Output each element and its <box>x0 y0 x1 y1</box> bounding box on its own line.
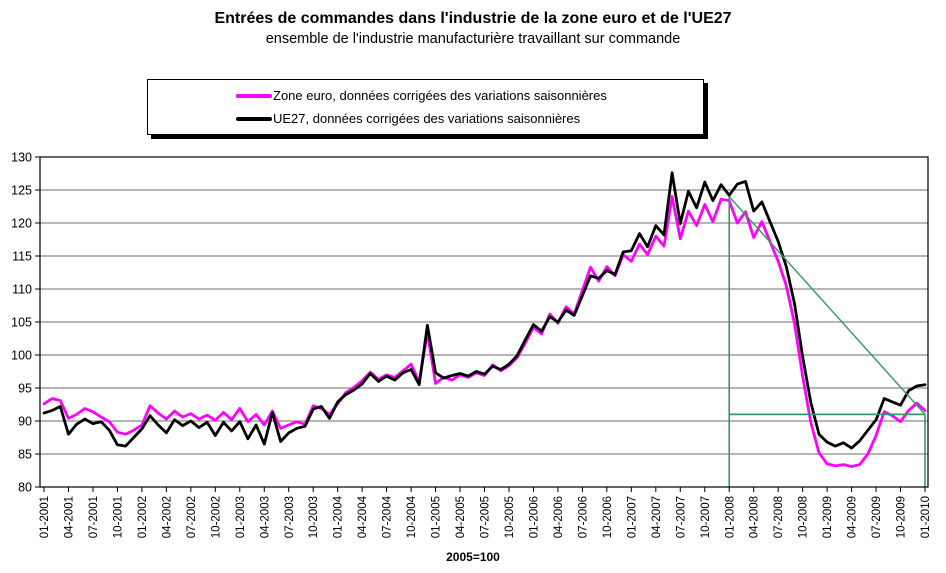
x-tick-label: 01-2004 <box>333 495 345 538</box>
x-tick-label: 10-2009 <box>896 496 908 538</box>
x-tick-label: 04-2008 <box>749 496 761 538</box>
legend-box: Zone euro, données corrigées des variati… <box>147 79 704 135</box>
x-tick-label: 04-2001 <box>63 496 75 538</box>
y-tick-label: 80 <box>18 480 32 494</box>
x-tick-label: 10-2006 <box>602 496 614 538</box>
x-tick-label: 04-2002 <box>161 496 173 538</box>
chart-subtitle: ensemble de l'industrie manufacturière t… <box>265 31 681 47</box>
y-tick-label: 95 <box>18 381 32 395</box>
x-tick-label: 04-2009 <box>847 496 859 538</box>
y-tick-label: 125 <box>11 183 32 197</box>
x-tick-label: 07-2004 <box>382 495 394 538</box>
legend-label-ue27: UE27, données corrigées des variations s… <box>273 111 581 126</box>
x-tick-label: 07-2003 <box>284 496 296 538</box>
legend-item-zone-euro: Zone euro, données corrigées des variati… <box>236 88 703 103</box>
x-tick-label: 01-2010 <box>920 496 932 538</box>
x-tick-label: 07-2005 <box>480 496 492 538</box>
legend-label-zone-euro: Zone euro, données corrigées des variati… <box>273 88 607 103</box>
x-tick-label: 01-2007 <box>626 496 638 538</box>
chart-title: Entrées de commandes dans l'industrie de… <box>214 10 732 27</box>
x-tick-label: 07-2007 <box>675 496 687 538</box>
zone-euro-line-swatch-icon <box>236 93 272 98</box>
x-tick-label: 01-2005 <box>431 496 443 538</box>
x-tick-label: 01-2003 <box>235 496 247 538</box>
x-tick-label: 01-2008 <box>724 496 736 538</box>
annotation-diagonal-line <box>728 196 926 415</box>
x-tick-label: 07-2008 <box>773 496 785 538</box>
x-tick-label: 10-2003 <box>308 496 320 538</box>
x-tick-label: 01-2001 <box>39 496 51 538</box>
x-tick-label: 01-2006 <box>528 496 540 538</box>
x-tick-label: 07-2002 <box>186 496 198 538</box>
y-tick-label: 120 <box>11 216 32 230</box>
x-tick-label: 10-2007 <box>700 496 712 538</box>
x-tick-label: 04-2006 <box>553 496 565 538</box>
x-tick-label: 04-2005 <box>455 496 467 538</box>
x-tick-label: 10-2002 <box>210 496 222 538</box>
x-tick-label: 04-2004 <box>357 495 369 538</box>
y-tick-label: 110 <box>12 282 32 296</box>
x-tick-label: 04-2003 <box>259 496 271 538</box>
y-tick-label: 85 <box>18 447 32 461</box>
x-tick-label: 10-2008 <box>798 496 810 538</box>
orders-line-chart: 80 85 90 95 100 105 110 115 120 125 130 01-2001 04-2… <box>0 143 946 573</box>
y-tick-label: 90 <box>18 414 32 428</box>
zone-euro-line <box>42 195 927 468</box>
x-tick-label: 07-2001 <box>88 496 100 538</box>
ue27-line <box>42 171 927 450</box>
x-axis-note: 2005=100 <box>446 550 500 564</box>
plot-border <box>39 156 929 488</box>
y-tick-label: 115 <box>12 249 32 263</box>
x-tick-label: 01-2009 <box>822 496 834 538</box>
x-tick-label: 07-2009 <box>871 496 883 538</box>
x-tick-label: 10-2004 <box>406 495 418 538</box>
y-tick-label: 100 <box>11 348 32 362</box>
x-tick-label: 01-2002 <box>137 496 149 538</box>
x-tick-label: 10-2001 <box>112 496 124 538</box>
y-tick-label: 105 <box>11 315 32 329</box>
x-tick-label: 10-2005 <box>504 496 516 538</box>
chart-svg: 80 85 90 95 100 105 110 115 120 125 130 01-2001 04-2… <box>11 150 932 538</box>
y-tick-label: 130 <box>11 150 32 164</box>
legend-item-ue27: UE27, données corrigées des variations s… <box>236 111 703 126</box>
x-tick-label: 04-2007 <box>651 496 663 538</box>
ue27-line-swatch-icon <box>236 116 272 121</box>
x-tick-label: 07-2006 <box>577 496 589 538</box>
